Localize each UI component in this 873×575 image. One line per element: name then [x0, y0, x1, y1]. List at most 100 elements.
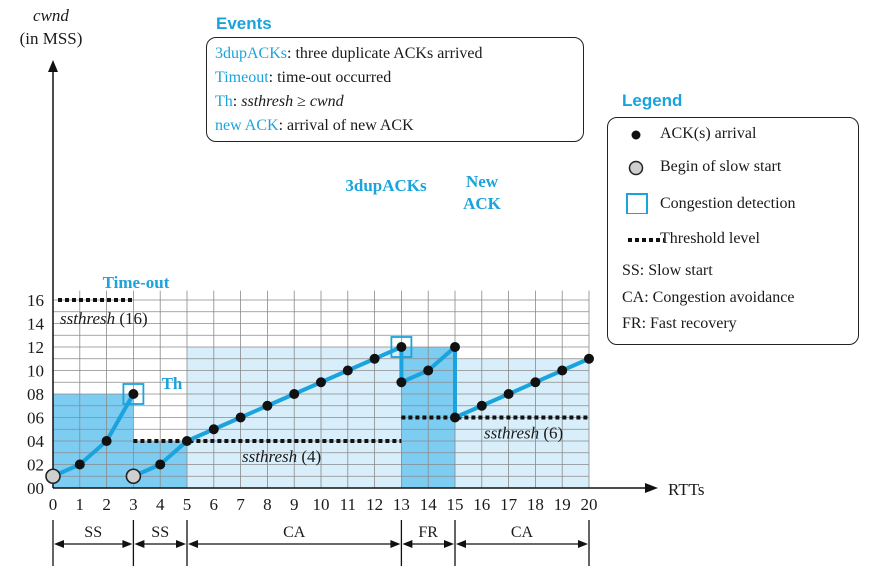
slow-start-point [45, 468, 61, 485]
ack-point [208, 424, 219, 435]
ack-point [101, 436, 112, 446]
y-tick-label: 10 [27, 362, 44, 381]
circle-icon [628, 160, 644, 176]
x-axis-title: RTTs [668, 480, 705, 499]
event-key: Timeout [215, 69, 269, 86]
phase-label: FR [418, 524, 438, 541]
phase-region [455, 358, 589, 488]
legend-label: FR: Fast recovery [622, 315, 737, 332]
event-text: : [232, 93, 242, 110]
y-tick-label: 08 [27, 385, 44, 404]
event-new-ack: new ACK: arrival of new ACK [215, 114, 575, 138]
ack-point [74, 459, 85, 470]
ack-point [342, 365, 353, 376]
y-tick-label: 16 [27, 291, 44, 310]
ack-point [476, 400, 487, 411]
legend-label: Begin of slow start [660, 158, 782, 175]
phase-arrow-left [134, 540, 145, 548]
x-tick-label: 13 [393, 495, 410, 514]
x-tick-label: 0 [49, 495, 58, 514]
cwnd-line-segment [52, 393, 136, 479]
event-text: : time-out occurred [268, 69, 392, 86]
ack-point [584, 353, 594, 364]
y-tick-label: 04 [27, 432, 45, 451]
event-key: 3dupACKs [215, 45, 288, 62]
phase-arrow-left [456, 540, 466, 548]
x-tick-label: 5 [183, 495, 192, 514]
event-italic: cwnd [309, 93, 344, 110]
ack-point [155, 459, 166, 470]
threshold-label: ssthresh (16) [60, 309, 148, 328]
annotation-new: New [466, 172, 499, 191]
y-tick-label: 06 [27, 409, 44, 428]
ack-point [530, 377, 541, 388]
ack-point [128, 389, 139, 399]
phase-label: SS [84, 524, 102, 541]
ack-point [262, 400, 273, 411]
threshold-label: ssthresh (6) [484, 424, 563, 443]
congestion-detection-marker [390, 336, 413, 358]
ack-point [182, 436, 192, 446]
ack-point [316, 377, 326, 388]
event-text: : arrival of new ACK [278, 117, 414, 134]
annotation-time-out: Time-out [103, 273, 170, 292]
dot-icon [631, 130, 641, 140]
x-tick-label: 17 [500, 495, 518, 514]
y-axis-unit: (in MSS) [20, 29, 83, 48]
event-3dupacks: 3dupACKs: three duplicate ACKs arrived [215, 42, 575, 66]
event-op: ≥ [293, 93, 310, 110]
phase-arrow-left [188, 540, 198, 548]
slow-start-point [125, 468, 142, 485]
ack-point [369, 353, 380, 364]
cwnd-line-segment [399, 345, 457, 385]
y-axis-arrow [48, 60, 58, 72]
phase-label: CA [283, 524, 306, 541]
ack-point [289, 389, 300, 399]
ack-point [503, 389, 514, 399]
phase-arrow-right [444, 540, 454, 548]
chart-annotations: Time-out Th 3dupACKs New ACK [103, 172, 502, 393]
phase-label: SS [151, 524, 169, 541]
square-icon [626, 193, 648, 214]
annotation-ack: ACK [463, 194, 502, 213]
ack-point [450, 342, 460, 352]
x-tick-label: 11 [340, 495, 356, 514]
events-box: 3dupACKs: three duplicate ACKs arrived T… [206, 37, 584, 142]
ack-point [423, 365, 434, 376]
x-tick-label: 10 [313, 495, 330, 514]
legend-label: CA: Congestion avoidance [622, 289, 795, 306]
x-axis-arrow [645, 483, 658, 493]
event-key: Th [215, 93, 233, 110]
x-tick-label: 15 [447, 495, 464, 514]
threshold-lines: ssthresh (16) ssthresh (4) ssthresh (6) [58, 298, 589, 466]
event-th: Th: ssthresh ≥ cwnd [215, 90, 575, 114]
congestion-detection-marker [122, 383, 145, 405]
event-timeout: Timeout: time-out occurred [215, 66, 575, 90]
event-italic: ssthresh [241, 93, 294, 110]
phase-arrow-right [176, 540, 186, 548]
x-tick-label: 4 [156, 495, 165, 514]
legend-label: Threshold level [660, 230, 760, 247]
ack-point [235, 412, 246, 423]
phase-arrow-left [402, 540, 413, 548]
ack-point [396, 342, 407, 352]
x-tick-label: 6 [210, 495, 219, 514]
phase-arrow-right [390, 540, 401, 548]
phase-label: CA [511, 524, 534, 541]
x-tick-label: 3 [129, 495, 138, 514]
event-text: : three duplicate ACKs arrived [287, 45, 483, 62]
phase-arrow-right [578, 540, 588, 548]
phase-arrow-right [122, 540, 133, 548]
x-tick-label: 16 [473, 495, 490, 514]
legend-label: SS: Slow start [622, 262, 713, 279]
x-tick-label: 18 [527, 495, 544, 514]
legend-title: Legend [622, 91, 683, 110]
y-tick-label: 12 [27, 338, 44, 357]
legend-label: Congestion detection [660, 195, 796, 212]
x-tick-label: 9 [290, 495, 299, 514]
x-tick-label: 19 [554, 495, 571, 514]
x-tick-label: 8 [263, 495, 272, 514]
event-key: new ACK [215, 117, 279, 134]
